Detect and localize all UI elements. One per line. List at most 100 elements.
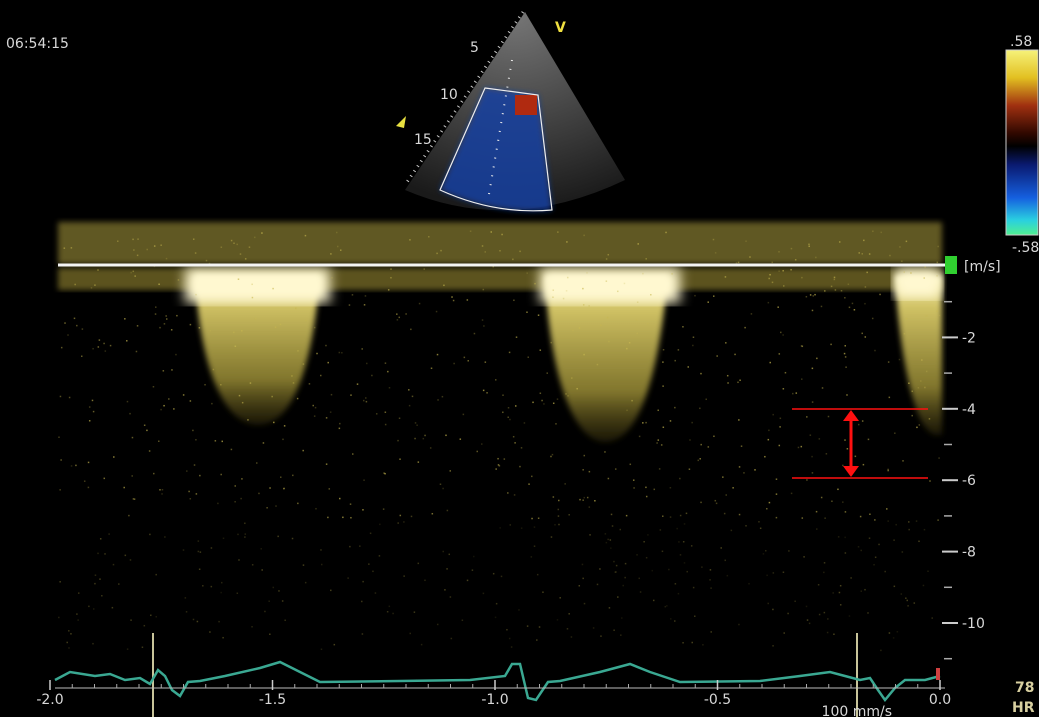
speckle [665, 606, 667, 608]
speckle [743, 472, 745, 474]
speckle [495, 468, 497, 470]
speckle [919, 424, 921, 426]
speckle [722, 476, 724, 478]
speckle [485, 361, 487, 363]
speckle [190, 324, 192, 326]
speckle [553, 496, 555, 498]
speckle [846, 394, 848, 396]
speckle [339, 498, 341, 500]
speckle [339, 423, 341, 425]
speckle [658, 439, 660, 441]
speckle [334, 644, 336, 646]
speckle [340, 249, 342, 251]
speckle [864, 589, 866, 591]
speckle [144, 425, 146, 427]
speckle [831, 286, 833, 288]
speckle [827, 632, 829, 634]
speckle [186, 470, 188, 472]
speckle [567, 395, 569, 397]
speckle [831, 501, 833, 503]
speckle [914, 602, 916, 604]
speckle [218, 621, 220, 623]
speckle [195, 439, 197, 441]
speckle [737, 382, 739, 384]
speckle [499, 250, 501, 252]
speckle [678, 349, 680, 351]
speckle [99, 339, 101, 341]
speckle [166, 318, 168, 320]
speckle [633, 479, 635, 481]
speckle [339, 352, 341, 354]
speckle [462, 620, 464, 622]
speckle [137, 325, 139, 327]
speckle [118, 583, 120, 585]
speckle [621, 617, 623, 619]
speckle [777, 306, 779, 308]
speckle [682, 326, 684, 328]
speckle [197, 621, 199, 623]
speckle [504, 458, 506, 460]
speckle [610, 547, 612, 549]
speckle [874, 519, 876, 521]
speckle [239, 395, 241, 397]
speckle [832, 592, 834, 594]
velocity-tick-label: -6 [962, 473, 976, 489]
speckle [497, 458, 499, 460]
speckle [600, 324, 602, 326]
speckle [713, 239, 715, 241]
speckle [424, 580, 426, 582]
speckle [305, 582, 307, 584]
speckle [926, 371, 928, 373]
speckle [499, 527, 501, 529]
speckle [748, 583, 750, 585]
speckle [889, 632, 891, 634]
speckle [660, 529, 662, 531]
speckle [563, 298, 565, 300]
speckle [336, 232, 338, 234]
speckle [252, 564, 254, 566]
speckle [772, 609, 774, 611]
speckle [132, 239, 134, 241]
speckle [491, 231, 493, 233]
speckle [199, 569, 201, 571]
speckle [264, 611, 266, 613]
speckle [113, 564, 115, 566]
speckle [801, 446, 803, 448]
speckle [763, 553, 765, 555]
speckle [134, 275, 136, 277]
speckle [234, 485, 236, 487]
speckle [780, 332, 782, 334]
speckle [866, 272, 868, 274]
speckle [220, 384, 222, 386]
speckle [716, 355, 718, 357]
speckle [739, 466, 741, 468]
speckle [617, 596, 619, 598]
speckle [553, 403, 555, 405]
speckle [341, 352, 343, 354]
speckle [844, 353, 846, 355]
speckle [710, 569, 712, 571]
speckle [738, 419, 740, 421]
speckle [828, 416, 830, 418]
speckle [64, 322, 66, 324]
speckle [663, 349, 665, 351]
speckle [133, 249, 135, 251]
speckle [221, 246, 223, 248]
speckle [93, 608, 95, 610]
speckle [906, 241, 908, 243]
speckle [527, 356, 529, 358]
speckle [715, 252, 717, 254]
speckle [370, 533, 372, 535]
speckle [837, 489, 839, 491]
speckle [659, 468, 661, 470]
speckle [155, 574, 157, 576]
speckle [794, 601, 796, 603]
speckle [887, 470, 889, 472]
speckle [657, 410, 659, 412]
speckle [178, 279, 180, 281]
speckle [620, 634, 622, 636]
speckle [894, 432, 896, 434]
speckle [236, 244, 238, 246]
speckle [92, 348, 94, 350]
speckle [670, 487, 672, 489]
